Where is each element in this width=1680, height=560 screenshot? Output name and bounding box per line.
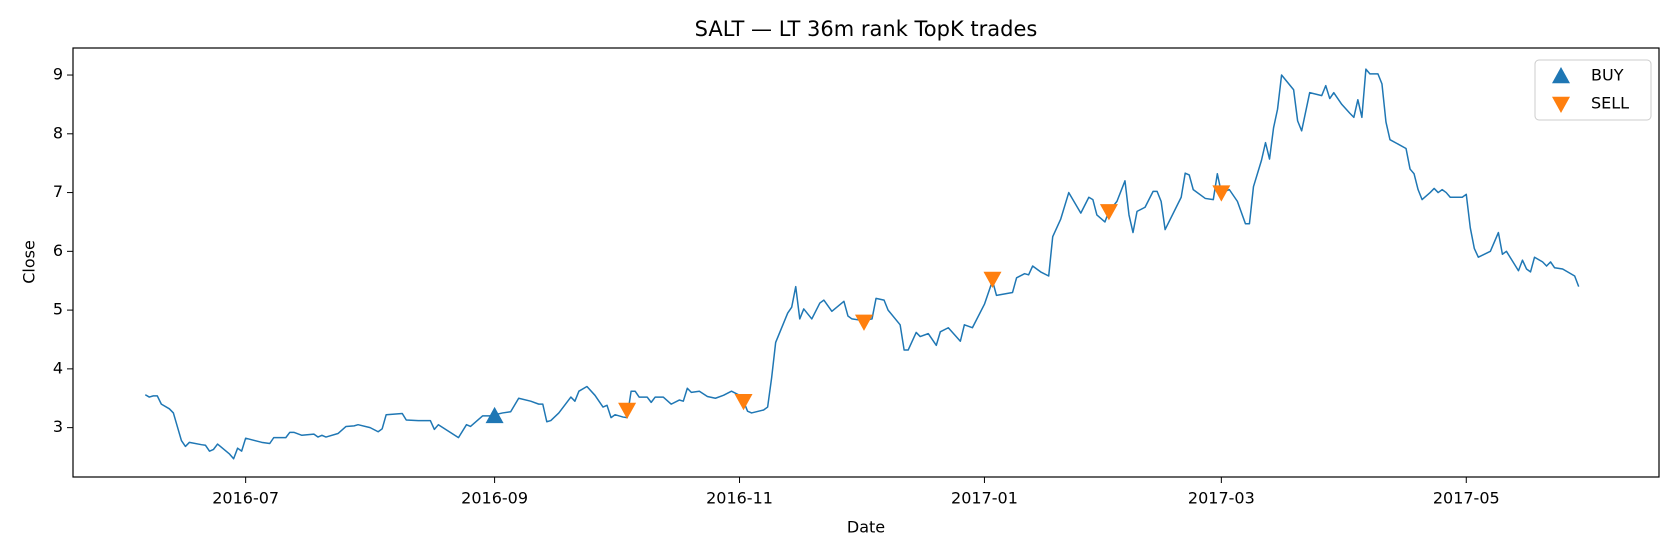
y-axis-label: Close [20, 240, 39, 284]
trade-marker [983, 271, 1002, 288]
y-tick-label: 3 [53, 417, 63, 436]
y-tick-label: 5 [53, 300, 63, 319]
trade-marker [618, 402, 637, 420]
legend-label: SELL [1591, 94, 1629, 113]
chart-title: SALT — LT 36m rank TopK trades [695, 17, 1038, 41]
y-tick-label: 6 [53, 241, 63, 260]
x-tick-label: 2017-05 [1433, 489, 1500, 508]
legend-marker [1552, 67, 1570, 84]
y-tick-label: 7 [53, 182, 63, 201]
trade-marker [854, 314, 873, 331]
x-axis-label: Date [847, 518, 885, 537]
x-tick-label: 2017-01 [951, 489, 1018, 508]
trade-marker [485, 406, 504, 424]
trade-marker [1212, 185, 1231, 202]
y-tick-label: 4 [53, 358, 63, 377]
price-line [144, 68, 1580, 460]
trade-marker [1099, 204, 1118, 221]
x-tick-label: 2016-11 [706, 489, 773, 508]
trade-marker [734, 393, 753, 411]
x-tick-label: 2016-09 [461, 489, 528, 508]
legend-label: BUY [1591, 66, 1624, 85]
y-tick-label: 8 [53, 123, 63, 142]
plot-frame [72, 47, 1660, 478]
x-tick-label: 2016-07 [212, 489, 279, 508]
y-tick-label: 9 [53, 65, 63, 84]
x-tick-label: 2017-03 [1188, 489, 1255, 508]
legend-marker [1552, 96, 1570, 113]
